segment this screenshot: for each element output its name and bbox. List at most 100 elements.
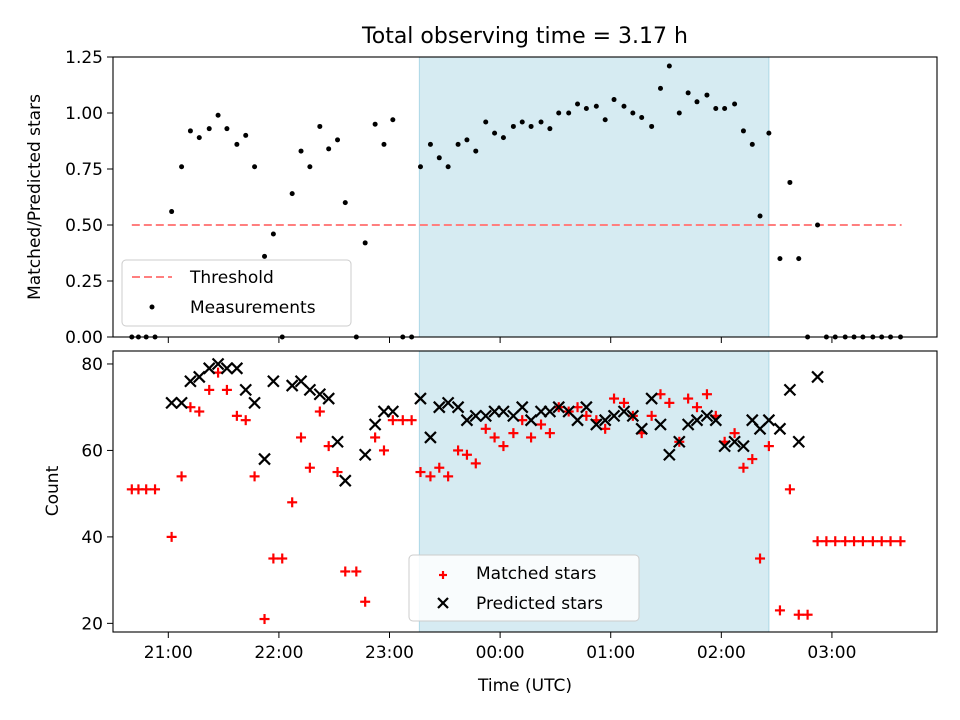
predicted-star-point (552, 400, 566, 414)
matched-star-point (830, 536, 841, 547)
matched-star-point (387, 415, 398, 426)
matched-star-point (812, 536, 823, 547)
legend-measurements-label: Measurements (190, 298, 316, 318)
measurement-point (252, 164, 258, 170)
matched-star-point (332, 467, 343, 478)
matched-star-point (287, 497, 298, 508)
matched-star-point (701, 389, 712, 400)
x-axis-label: Time (UTC) (477, 676, 572, 696)
measurement-point (685, 90, 691, 96)
matched-star-point (867, 536, 878, 547)
figure-title: Total observing time = 3.17 h (361, 24, 688, 49)
predicted-star-point (303, 383, 317, 397)
matched-star-point (277, 553, 288, 564)
legend-predicted-swatch (437, 597, 449, 609)
top-panel: 0.00 0.25 0.50 0.75 1.00 1.25 Matched/Predict… (25, 48, 938, 348)
measurement-point (740, 128, 746, 134)
measurement-point (473, 148, 479, 154)
predicted-star-point (543, 405, 557, 418)
matched-star-point (526, 432, 537, 443)
measurement-point (417, 164, 423, 170)
predicted-star-point (737, 439, 750, 453)
predicted-star-point (700, 409, 714, 423)
measurement-point (390, 117, 396, 123)
predicted-star-point (175, 396, 188, 410)
measurement-point (787, 179, 793, 185)
measurement-point (234, 141, 240, 147)
predicted-star-point (230, 362, 244, 375)
measurement-point (335, 137, 341, 143)
matched-star-point (885, 536, 896, 547)
predicted-star-point (762, 413, 776, 427)
matched-star-point (221, 384, 232, 395)
predicted-star-point (479, 409, 493, 423)
predicted-star-point (773, 422, 787, 436)
measurement-point (179, 164, 185, 170)
measurement-point (676, 110, 682, 116)
measurement-point (464, 137, 470, 143)
predicted-star-point (590, 418, 603, 431)
matched-star-point (802, 609, 813, 620)
measurement-point (602, 117, 608, 123)
matched-star-point (351, 566, 362, 577)
legend-predicted-label: Predicted stars (476, 594, 603, 614)
matched-star-point (204, 384, 215, 395)
top-ytick-label: 0.00 (65, 328, 103, 348)
predicted-star-point (285, 379, 299, 392)
matched-star-point (738, 462, 749, 473)
matched-star-point (406, 415, 417, 426)
measurement-point (749, 141, 755, 147)
measurement-point (732, 101, 738, 107)
bottom-ytick-label: 40 (81, 528, 103, 548)
measurement-point (427, 141, 433, 147)
predicted-star-point (368, 418, 382, 431)
predicted-star-point (313, 387, 327, 401)
predicted-star-point (654, 418, 667, 431)
measurement-point (766, 130, 772, 136)
measurement-point (342, 200, 348, 206)
matched-star-point (489, 432, 500, 443)
predicted-star-point (358, 448, 372, 462)
measurement-point (243, 132, 249, 138)
predicted-star-point (607, 409, 621, 423)
predicted-star-point (211, 357, 225, 371)
measurement-point (657, 85, 663, 91)
measurement-point (270, 231, 276, 237)
matched-star-point (397, 415, 408, 426)
matched-star-point (415, 467, 426, 478)
measurement-point (500, 135, 506, 141)
measurement-point (187, 128, 193, 134)
matched-star-point (876, 536, 887, 547)
matched-star-point (240, 415, 251, 426)
top-ylabel: Matched/Predicted stars (25, 94, 45, 300)
predicted-star-point (792, 435, 806, 449)
top-ytick-label: 1.25 (65, 48, 103, 68)
top-ytick-label: 0.75 (65, 160, 103, 180)
matched-star-point (166, 531, 177, 542)
predicted-star-point (469, 409, 483, 423)
predicted-star-point (202, 362, 216, 375)
legend-measurements-swatch (149, 304, 155, 310)
measurement-point (483, 119, 489, 125)
measurement-point (547, 126, 553, 132)
measurement-point (713, 106, 719, 112)
measurement-point (492, 130, 498, 136)
matched-star-point (378, 445, 389, 456)
predicted-star-point (718, 439, 731, 453)
xtick-label: 00:00 (476, 643, 525, 663)
matched-star-point (304, 462, 315, 473)
top-legend: Threshold Measurements (121, 259, 352, 327)
top-ytick-label: 0.50 (65, 216, 103, 236)
top-ytick-label: 1.00 (65, 104, 103, 124)
predicted-star-point (690, 413, 704, 427)
matched-star-point (536, 419, 547, 430)
matched-star-point (453, 445, 464, 456)
top-axes-frame (112, 56, 938, 338)
predicted-star-point (626, 409, 640, 423)
measurement-point (777, 256, 783, 262)
predicted-star-point (451, 400, 465, 414)
matched-star-point (784, 484, 795, 495)
matched-star-point (755, 553, 766, 564)
matched-star-point (425, 471, 436, 482)
